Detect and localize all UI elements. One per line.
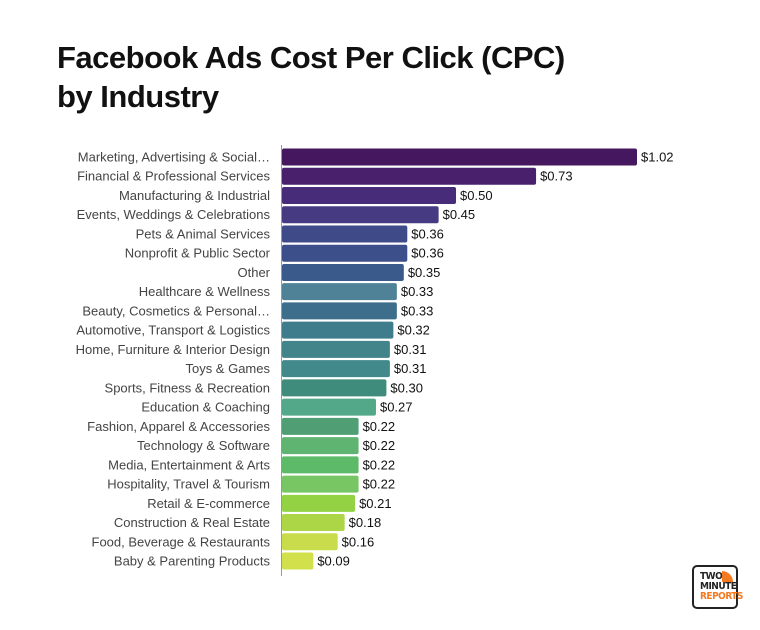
category-label: Food, Beverage & Restaurants bbox=[92, 534, 271, 549]
value-label: $0.16 bbox=[342, 534, 375, 549]
value-label: $0.31 bbox=[394, 361, 427, 376]
value-label: $0.18 bbox=[349, 515, 382, 530]
bar bbox=[282, 514, 345, 532]
category-label: Financial & Professional Services bbox=[77, 169, 270, 184]
bar bbox=[282, 283, 397, 301]
category-label: Technology & Software bbox=[137, 438, 270, 453]
bar bbox=[282, 360, 390, 378]
category-label: Education & Coaching bbox=[141, 400, 270, 415]
bar bbox=[282, 552, 314, 570]
category-label: Pets & Animal Services bbox=[136, 226, 271, 241]
value-label: $0.45 bbox=[443, 207, 476, 222]
category-label: Sports, Fitness & Recreation bbox=[105, 380, 270, 395]
value-label: $0.35 bbox=[408, 265, 441, 280]
category-label: Marketing, Advertising & Social… bbox=[78, 150, 270, 165]
value-label: $0.32 bbox=[397, 323, 430, 338]
value-label: $0.27 bbox=[380, 400, 413, 415]
value-label: $0.21 bbox=[359, 496, 392, 511]
category-label: Manufacturing & Industrial bbox=[119, 188, 270, 203]
category-label: Nonprofit & Public Sector bbox=[125, 246, 271, 261]
category-label: Home, Furniture & Interior Design bbox=[76, 342, 270, 357]
value-label: $0.30 bbox=[390, 380, 423, 395]
value-label: $0.33 bbox=[401, 284, 434, 299]
value-label: $0.36 bbox=[411, 246, 444, 261]
bar bbox=[282, 533, 338, 551]
bar bbox=[282, 148, 637, 166]
category-label: Toys & Games bbox=[185, 361, 270, 376]
category-label: Retail & E-commerce bbox=[147, 496, 270, 511]
category-label: Events, Weddings & Celebrations bbox=[77, 207, 271, 222]
value-label: $0.09 bbox=[317, 554, 350, 569]
chart-title: Facebook Ads Cost Per Click (CPC) by Ind… bbox=[57, 38, 565, 116]
bar bbox=[282, 456, 359, 474]
category-label: Beauty, Cosmetics & Personal… bbox=[82, 303, 270, 318]
value-label: $0.50 bbox=[460, 188, 493, 203]
value-label: $1.02 bbox=[641, 150, 674, 165]
category-label: Hospitality, Travel & Tourism bbox=[107, 477, 270, 492]
category-label: Baby & Parenting Products bbox=[114, 554, 271, 569]
bar bbox=[282, 263, 404, 281]
value-label: $0.73 bbox=[540, 169, 573, 184]
bar bbox=[282, 302, 397, 320]
value-label: $0.33 bbox=[401, 303, 434, 318]
value-label: $0.31 bbox=[394, 342, 427, 357]
bar bbox=[282, 321, 394, 339]
value-label: $0.22 bbox=[363, 419, 396, 434]
category-label: Automotive, Transport & Logistics bbox=[76, 323, 270, 338]
value-label: $0.22 bbox=[363, 457, 396, 472]
bar bbox=[282, 475, 359, 493]
bar bbox=[282, 167, 537, 185]
category-label: Healthcare & Wellness bbox=[139, 284, 271, 299]
title-line-2: by Industry bbox=[57, 79, 219, 114]
logo-wedge-icon bbox=[722, 571, 733, 582]
category-label: Fashion, Apparel & Accessories bbox=[87, 419, 270, 434]
bar bbox=[282, 417, 359, 435]
category-label: Other bbox=[237, 265, 270, 280]
category-label: Media, Entertainment & Arts bbox=[108, 457, 270, 472]
category-label: Construction & Real Estate bbox=[114, 515, 270, 530]
value-label: $0.22 bbox=[363, 438, 396, 453]
bar bbox=[282, 206, 439, 224]
bar bbox=[282, 186, 457, 204]
bar bbox=[282, 244, 408, 262]
bar bbox=[282, 379, 387, 397]
bar bbox=[282, 398, 376, 416]
bar bbox=[282, 225, 408, 243]
two-minute-reports-logo: TWO MINUTE REPORTS bbox=[692, 565, 743, 609]
bar bbox=[282, 340, 390, 358]
title-line-1: Facebook Ads Cost Per Click (CPC) bbox=[57, 40, 565, 75]
bar bbox=[282, 494, 356, 512]
bar bbox=[282, 437, 359, 455]
value-label: $0.22 bbox=[363, 477, 396, 492]
value-label: $0.36 bbox=[411, 226, 444, 241]
